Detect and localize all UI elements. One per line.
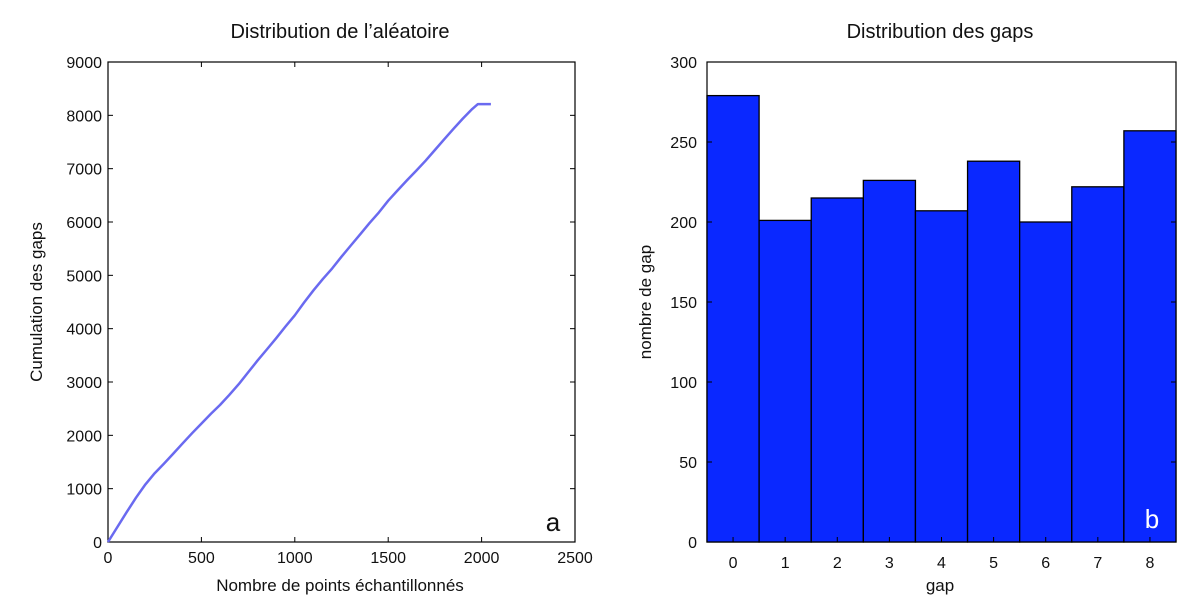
chart-a-title: Distribution de l’aléatoire <box>230 21 449 43</box>
x-tick-label: 6 <box>1041 555 1050 572</box>
y-tick-label: 3000 <box>66 375 102 392</box>
chart-a: Distribution de l’aléatoire 0 500 1000 1500… <box>27 21 593 595</box>
x-tick-label: 5 <box>989 555 998 572</box>
bar <box>758 219 812 543</box>
y-tick-label: 5000 <box>66 268 102 285</box>
bar <box>1123 130 1177 543</box>
y-tick-label: 100 <box>670 375 697 392</box>
chart-a-line <box>106 102 491 543</box>
y-tick-label: 4000 <box>66 322 102 339</box>
chart-a-xlabel: Nombre de points échantillonnés <box>216 576 464 595</box>
x-tick-label: 2 <box>833 555 842 572</box>
x-tick-label: 1 <box>781 555 790 572</box>
y-tick-label: 8000 <box>66 108 102 125</box>
chart-b-ticks: 0 1 2 3 4 5 6 7 8 0 50 100 150 200 250 300 <box>670 55 1176 572</box>
bar <box>914 210 969 543</box>
bar <box>862 179 917 543</box>
y-tick-label: 50 <box>679 455 697 472</box>
x-tick-label: 0 <box>729 555 738 572</box>
y-tick-label: 300 <box>670 55 697 72</box>
x-tick-label: 0 <box>104 550 113 567</box>
y-tick-label: 0 <box>688 535 697 552</box>
x-tick-label: 1000 <box>277 550 313 567</box>
x-tick-label: 1500 <box>370 550 406 567</box>
chart-b-xlabel: gap <box>926 576 954 595</box>
chart-a-ticks: 0 500 1000 1500 2000 2500 0 1000 2000 3000 4000 500… <box>66 55 592 567</box>
x-tick-label: 500 <box>188 550 215 567</box>
bar <box>966 160 1021 543</box>
chart-b-ylabel: nombre de gap <box>636 245 655 359</box>
x-tick-label: 2500 <box>557 550 593 567</box>
chart-a-plot-area <box>107 61 576 543</box>
chart-a-ylabel: Cumulation des gaps <box>27 222 46 382</box>
x-tick-label: 2000 <box>464 550 500 567</box>
x-tick-label: 8 <box>1145 555 1154 572</box>
bar <box>1071 186 1125 543</box>
chart-b-title: Distribution des gaps <box>847 21 1034 43</box>
chart-a-panel-label: a <box>546 507 561 537</box>
y-tick-label: 200 <box>670 215 697 232</box>
bar <box>1019 221 1073 543</box>
y-tick-label: 9000 <box>66 55 102 72</box>
y-tick-label: 7000 <box>66 162 102 179</box>
y-tick-label: 1000 <box>66 482 102 499</box>
bar <box>706 94 760 543</box>
y-tick-label: 2000 <box>66 428 102 445</box>
y-tick-label: 6000 <box>66 215 102 232</box>
chart-b: Distribution des gaps 0 1 2 3 4 5 6 7 8 0 50 100 150… <box>636 21 1177 595</box>
x-tick-label: 7 <box>1093 555 1102 572</box>
x-tick-label: 4 <box>937 555 946 572</box>
y-tick-label: 250 <box>670 135 697 152</box>
y-tick-label: 150 <box>670 295 697 312</box>
x-tick-label: 3 <box>885 555 894 572</box>
chart-b-bars <box>706 94 1177 543</box>
chart-b-panel-label: b <box>1145 504 1159 534</box>
y-tick-label: 0 <box>93 535 102 552</box>
bar <box>810 197 864 543</box>
